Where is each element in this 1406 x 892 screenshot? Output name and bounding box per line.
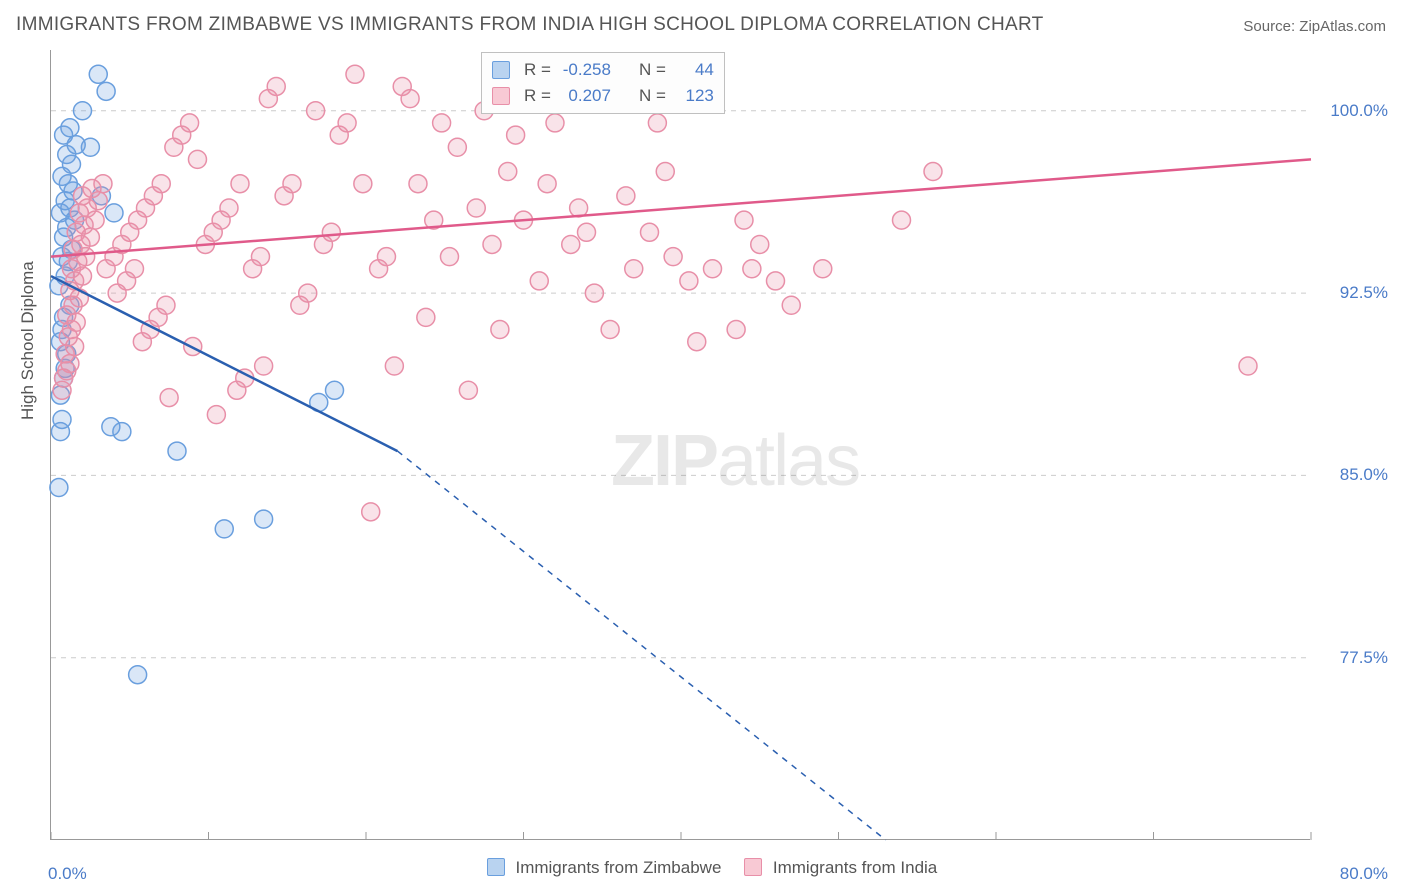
y-tick-label: 77.5% — [1340, 648, 1388, 668]
legend-swatch-india — [744, 858, 762, 876]
y-tick-label: 100.0% — [1330, 101, 1388, 121]
swatch-india — [492, 87, 510, 105]
n-value-zimbabwe: 44 — [674, 57, 714, 83]
scatter-svg — [51, 50, 1311, 840]
source-name: ZipAtlas.com — [1299, 18, 1386, 35]
bottom-legend: Immigrants from Zimbabwe Immigrants from… — [0, 858, 1406, 878]
stats-legend-box: R = -0.258 N = 44 R = 0.207 N = 123 — [481, 52, 725, 114]
r-label: R = — [524, 83, 551, 109]
stats-row-india: R = 0.207 N = 123 — [492, 83, 714, 109]
y-tick-label: 92.5% — [1340, 283, 1388, 303]
stats-row-zimbabwe: R = -0.258 N = 44 — [492, 57, 714, 83]
y-tick-label: 85.0% — [1340, 465, 1388, 485]
y-axis-label: High School Diploma — [18, 261, 38, 420]
source-prefix: Source: — [1243, 18, 1299, 35]
legend-swatch-zimbabwe — [487, 858, 505, 876]
legend-label-zimbabwe: Immigrants from Zimbabwe — [515, 858, 721, 877]
r-label: R = — [524, 57, 551, 83]
n-label: N = — [639, 57, 666, 83]
swatch-zimbabwe — [492, 61, 510, 79]
r-value-zimbabwe: -0.258 — [559, 57, 611, 83]
n-label: N = — [639, 83, 666, 109]
legend-label-india: Immigrants from India — [773, 858, 937, 877]
chart-title: IMMIGRANTS FROM ZIMBABWE VS IMMIGRANTS F… — [16, 14, 1044, 36]
r-value-india: 0.207 — [559, 83, 611, 109]
source-attribution: Source: ZipAtlas.com — [1243, 18, 1386, 35]
plot-area: R = -0.258 N = 44 R = 0.207 N = 123 ZIPa… — [50, 50, 1310, 840]
n-value-india: 123 — [674, 83, 714, 109]
